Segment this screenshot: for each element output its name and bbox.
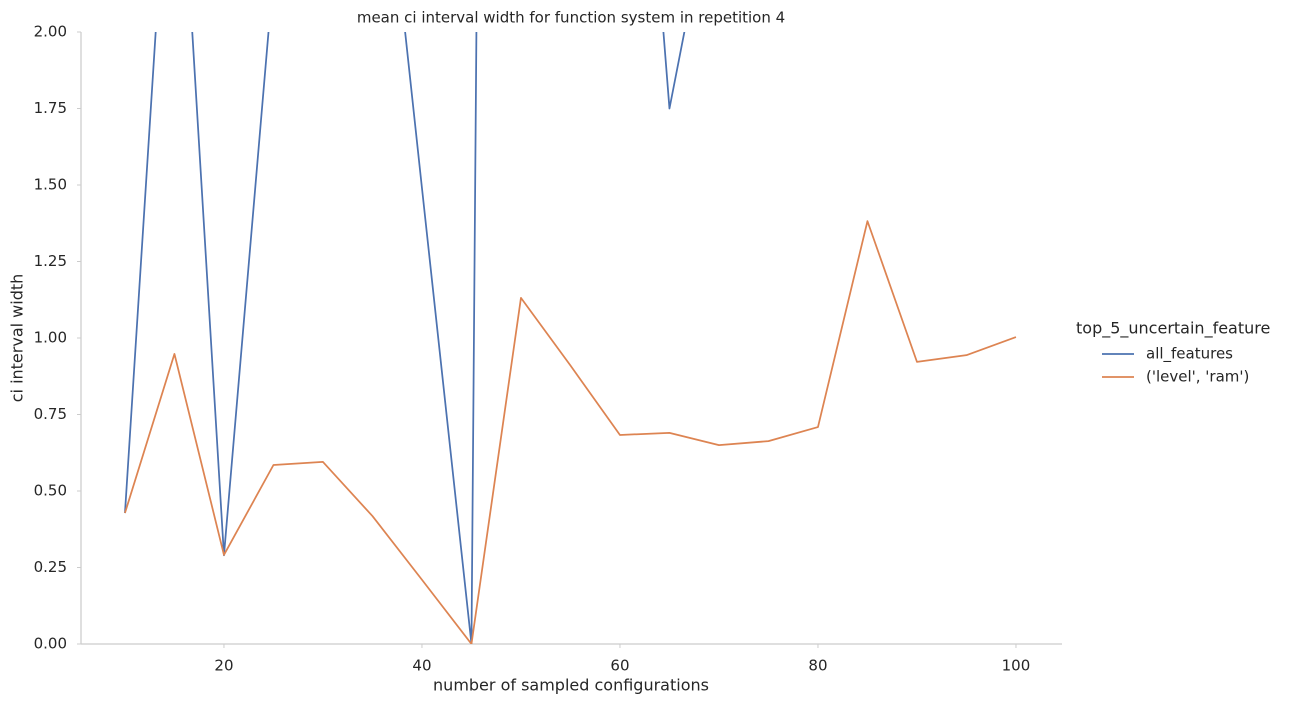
x-tick-label: 20 xyxy=(214,657,233,675)
y-tick-label: 0.25 xyxy=(34,558,67,576)
x-tick-label: 100 xyxy=(1002,657,1031,675)
chart-title: mean ci interval width for function syst… xyxy=(357,9,785,27)
x-axis-label: number of sampled configurations xyxy=(433,676,709,695)
series-line xyxy=(124,220,1017,644)
legend-title: top_5_uncertain_feature xyxy=(1076,319,1270,339)
legend-label: ('level', 'ram') xyxy=(1146,368,1249,386)
plot-area xyxy=(124,32,1017,644)
x-tick-label: 40 xyxy=(412,657,431,675)
y-tick-label: 2.00 xyxy=(34,23,67,41)
y-tick-label: 0.75 xyxy=(34,405,67,423)
x-tick-label: 80 xyxy=(808,657,827,675)
y-tick-label: 0.50 xyxy=(34,482,67,500)
series-line xyxy=(124,32,686,644)
y-tick-label: 1.75 xyxy=(34,99,67,117)
legend-label: all_features xyxy=(1146,345,1233,364)
y-tick-label: 1.00 xyxy=(34,329,67,347)
x-tick-label: 60 xyxy=(610,657,629,675)
y-tick-label: 1.50 xyxy=(34,176,67,194)
y-axis-label: ci interval width xyxy=(8,274,27,403)
y-tick-label: 1.25 xyxy=(34,252,67,270)
y-tick-label: 0.00 xyxy=(34,635,67,653)
